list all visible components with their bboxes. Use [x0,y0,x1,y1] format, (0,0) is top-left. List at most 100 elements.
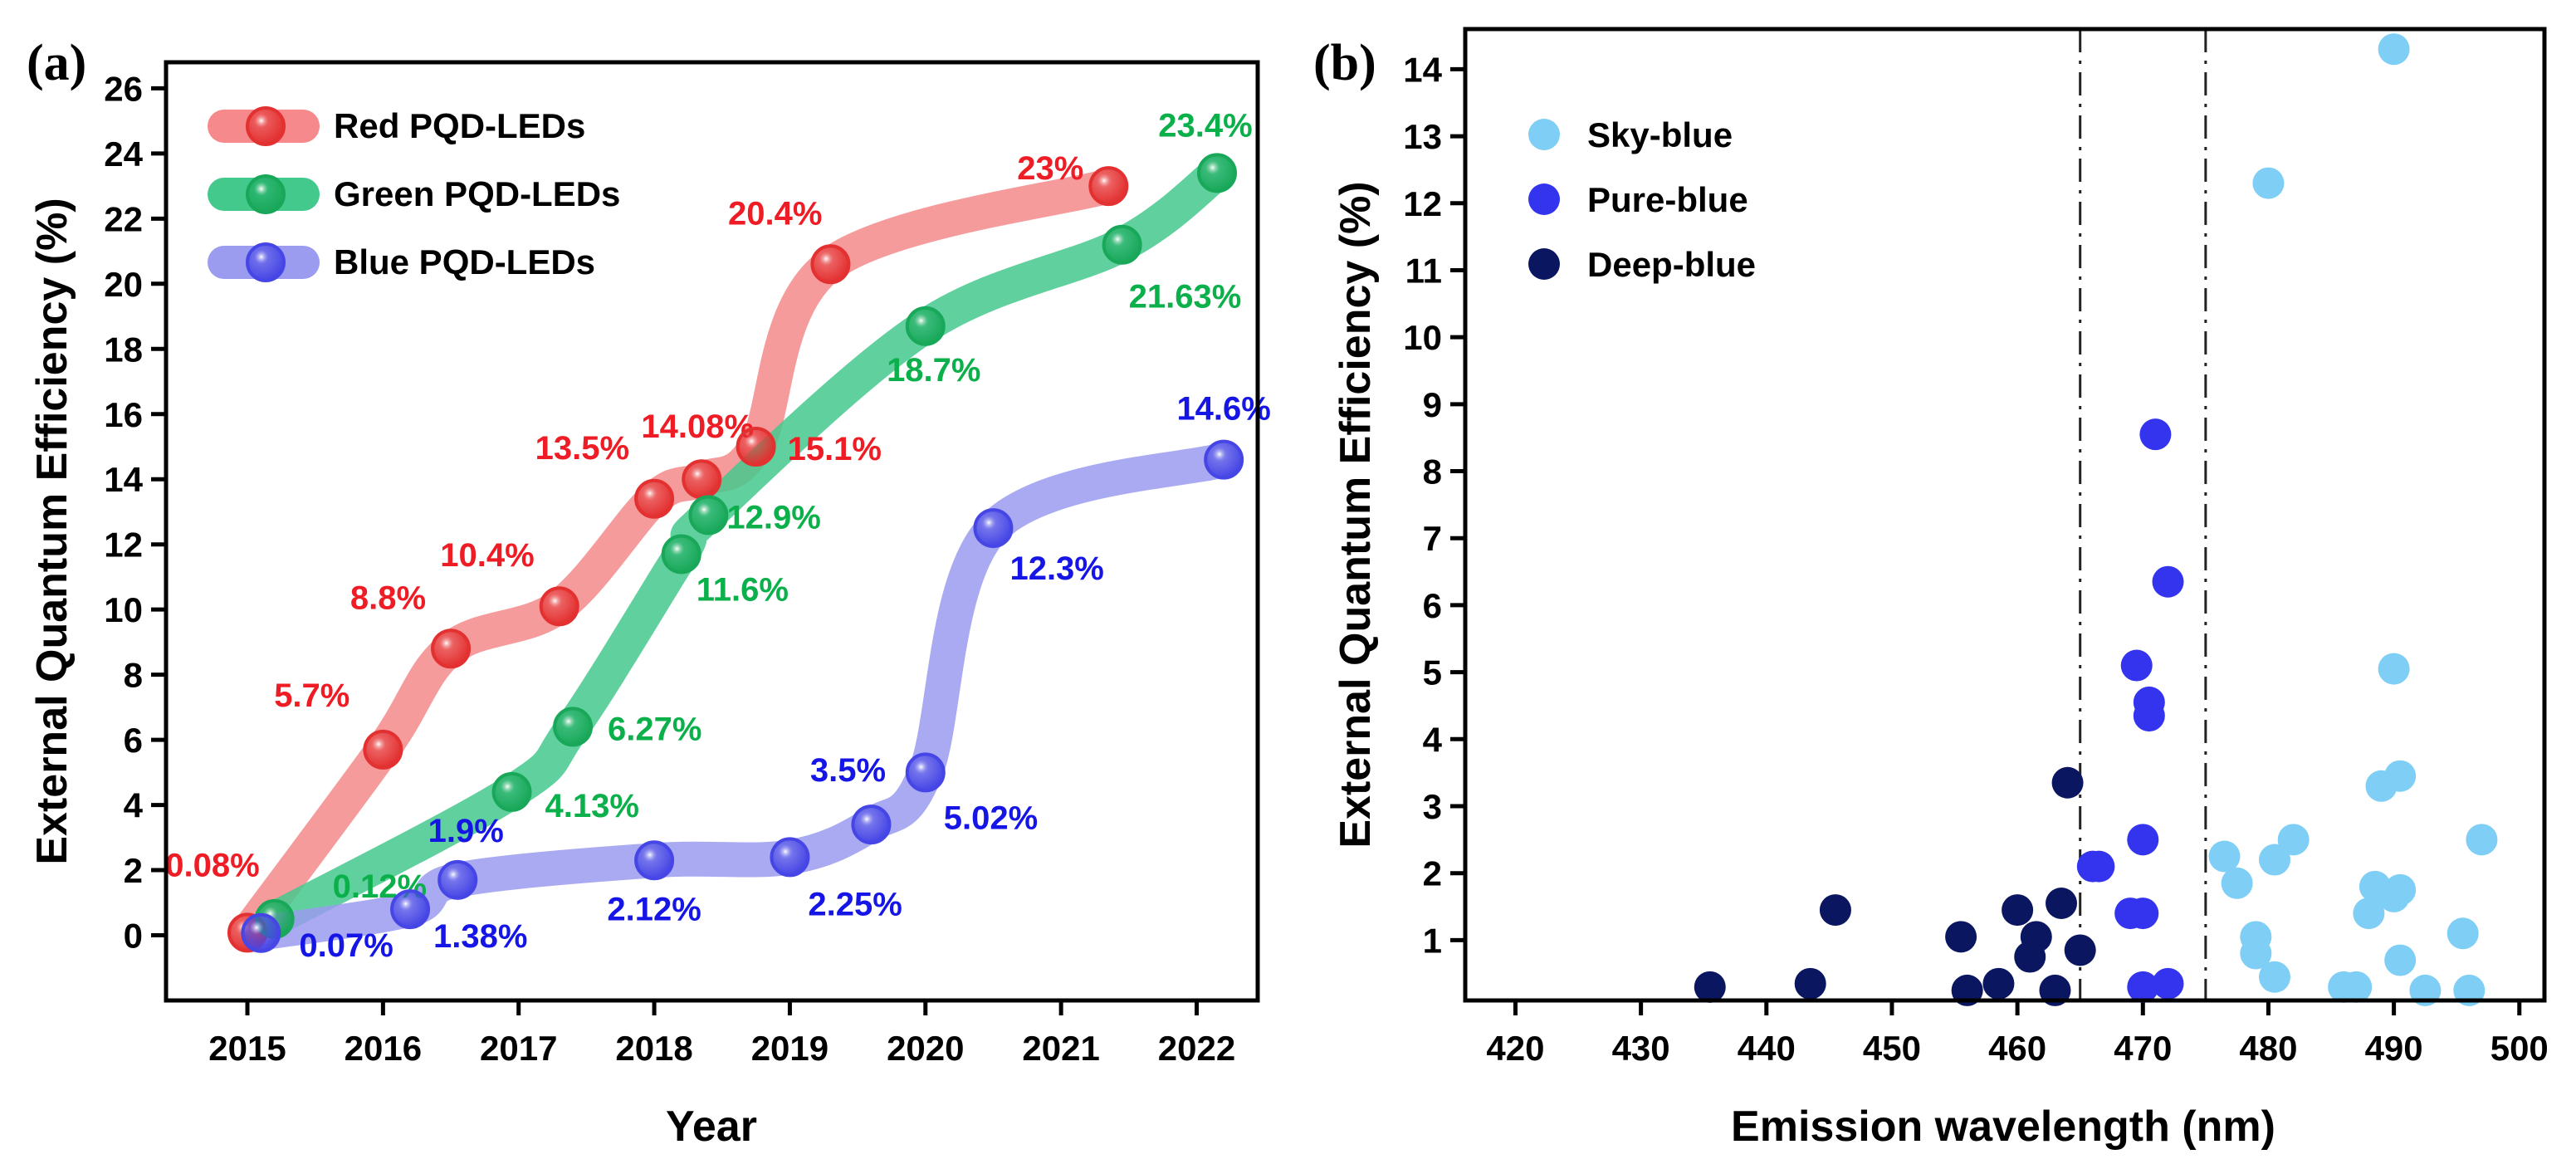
data-point-blue-pqd-leds [851,805,892,845]
panel-b-y-tick-label: 11 [1405,251,1442,290]
data-label-green-pqd-leds: 11.6% [697,571,789,608]
scatter-point-pure-blue [2152,565,2184,598]
panel-b-x-tick-label: 460 [1988,1029,2046,1068]
scatter-point-deep-blue [2046,888,2078,919]
panel-b-y-tick-label: 13 [1403,117,1442,156]
panel-a-frame [164,60,1260,1003]
panel-a-y-tick-label: 0 [124,917,143,956]
panel-b-x-tick-label: 450 [1863,1029,1921,1068]
panel-a-x-tick-label: 2017 [480,1029,557,1068]
data-label-green-pqd-leds: 6.27% [608,711,701,747]
panel-a-x-tick-label: 2021 [1022,1029,1099,1068]
scatter-point-deep-blue [1945,921,1977,953]
legend-label-blue-pqd-leds: Blue PQD-LEDs [334,242,595,281]
data-label-blue-pqd-leds: 1.9% [428,813,504,849]
panel-a-y-tick-label: 26 [104,69,143,108]
panel-b-y-tick-label: 8 [1423,452,1442,492]
data-point-red-pqd-leds [539,586,579,627]
panel-b-x-tick-label: 480 [2239,1029,2297,1068]
panel-b-y-axis-title: External Quantum Efficiency (%) [1332,181,1380,848]
panel-b-scatter-chart: (b) 420 430 440 450 460 470 480 490 500123456789… [1313,27,2549,1151]
scatter-point-sky-blue [2466,824,2498,856]
data-point-blue-pqd-leds [770,837,810,878]
panel-b-y-tick-label: 2 [1423,854,1442,893]
scatter-point-sky-blue [2259,844,2290,876]
panel-b-y-tick-label: 12 [1403,184,1442,223]
data-label-green-pqd-leds: 12.9% [726,499,820,536]
scatter-point-sky-blue [2221,867,2253,899]
data-label-red-pqd-leds: 15.1% [788,431,882,467]
data-point-green-pqd-leds [661,534,701,575]
scatter-point-pure-blue [2083,850,2115,883]
scatter-point-sky-blue [2378,33,2410,66]
panel-b-x-tick-label: 490 [2365,1029,2423,1068]
legend-marker-sky-blue [1528,119,1560,150]
series-band-green-pqd-leds [257,155,1234,937]
panel-a-y-tick-label: 18 [104,330,143,369]
data-label-blue-pqd-leds: 2.25% [808,886,902,922]
data-label-blue-pqd-leds: 2.12% [607,891,701,927]
scatter-point-sky-blue [2384,760,2417,792]
scatter-point-sky-blue [2453,974,2486,1006]
data-point-red-pqd-leds [431,628,472,669]
data-label-blue-pqd-leds: 14.6% [1176,391,1270,428]
panel-a-y-tick-label: 20 [104,265,143,304]
panel-b-y-tick-label: 4 [1423,720,1443,759]
panel-a-line-chart: (a) 2015 2016 2017 2018 2019 2020 2021 20220246… [27,35,1271,1151]
panel-a-y-tick-label: 2 [124,851,143,890]
data-point-blue-pqd-leds [973,508,1014,549]
scatter-point-sky-blue [2208,840,2241,873]
scatter-point-deep-blue [1819,894,1851,927]
scatter-point-deep-blue [1982,967,2015,1000]
panel-b-y-tick-label: 1 [1423,921,1442,960]
panel-a-legend: Red PQD-LEDs Green PQD-LEDs Blue PQD-LEDs [208,106,620,282]
data-point-green-pqd-leds [688,495,729,536]
scatter-point-deep-blue [2051,766,2084,799]
data-label-green-pqd-leds: 18.7% [887,352,980,389]
scatter-point-sky-blue [2259,961,2290,993]
data-label-red-pqd-leds: 23% [1017,150,1083,187]
legend-label-deep-blue: Deep-blue [1587,245,1756,284]
panel-b-x-tick-label: 430 [1612,1029,1670,1068]
data-point-green-pqd-leds [1102,224,1142,265]
panel-a-x-tick-label: 2016 [345,1029,422,1068]
legend-marker-red-pqd-leds [246,106,286,146]
data-label-green-pqd-leds: 4.13% [545,788,639,824]
scatter-point-sky-blue [2446,917,2479,950]
panel-a-x-tick-label: 2018 [615,1029,692,1068]
panel-b-x-tick-label: 500 [2490,1029,2549,1068]
scatter-point-sky-blue [2240,937,2272,970]
data-label-red-pqd-leds: 14.08% [641,408,754,445]
panel-a-x-tick-label: 2019 [751,1029,829,1068]
scatter-point-deep-blue [2039,974,2071,1006]
data-label-red-pqd-leds: 13.5% [535,430,629,467]
panel-a-y-tick-label: 24 [104,134,143,174]
data-point-red-pqd-leds [363,729,403,770]
data-label-red-pqd-leds: 5.7% [274,677,349,714]
panel-a-y-tick-label: 14 [104,460,143,499]
scatter-point-sky-blue [2384,873,2417,906]
panel-b-label: (b) [1313,35,1376,91]
scatter-point-sky-blue [2384,944,2417,976]
panel-a-x-tick-label: 2015 [208,1029,286,1068]
data-label-blue-pqd-leds: 12.3% [1009,550,1103,587]
panel-b-frame [1463,27,2547,1003]
data-point-blue-pqd-leds [634,840,675,881]
scatter-point-deep-blue [1794,967,1826,1000]
data-point-red-pqd-leds [1088,166,1129,207]
panel-b-y-tick-label: 10 [1403,318,1442,357]
panel-a-y-axis-title: External Quantum Efficiency (%) [28,198,76,864]
panel-b-x-tick-label: 470 [2114,1029,2172,1068]
data-label-red-pqd-leds: 0.08% [165,847,259,883]
scatter-point-deep-blue [2002,894,2034,927]
panel-b-legend: Sky-blue Pure-blue Deep-blue [1528,115,1756,284]
data-point-red-pqd-leds [682,459,722,500]
panel-a-x-tick-label: 2022 [1158,1029,1235,1068]
legend-marker-deep-blue [1528,248,1560,280]
scatter-point-deep-blue [2020,921,2052,953]
panel-a-y-tick-label: 10 [104,590,143,629]
scatter-point-pure-blue [2127,971,2159,1003]
scatter-point-sky-blue [2252,167,2285,199]
scatter-point-pure-blue [2152,967,2184,1000]
panel-b-y-tick-label: 3 [1423,787,1442,826]
